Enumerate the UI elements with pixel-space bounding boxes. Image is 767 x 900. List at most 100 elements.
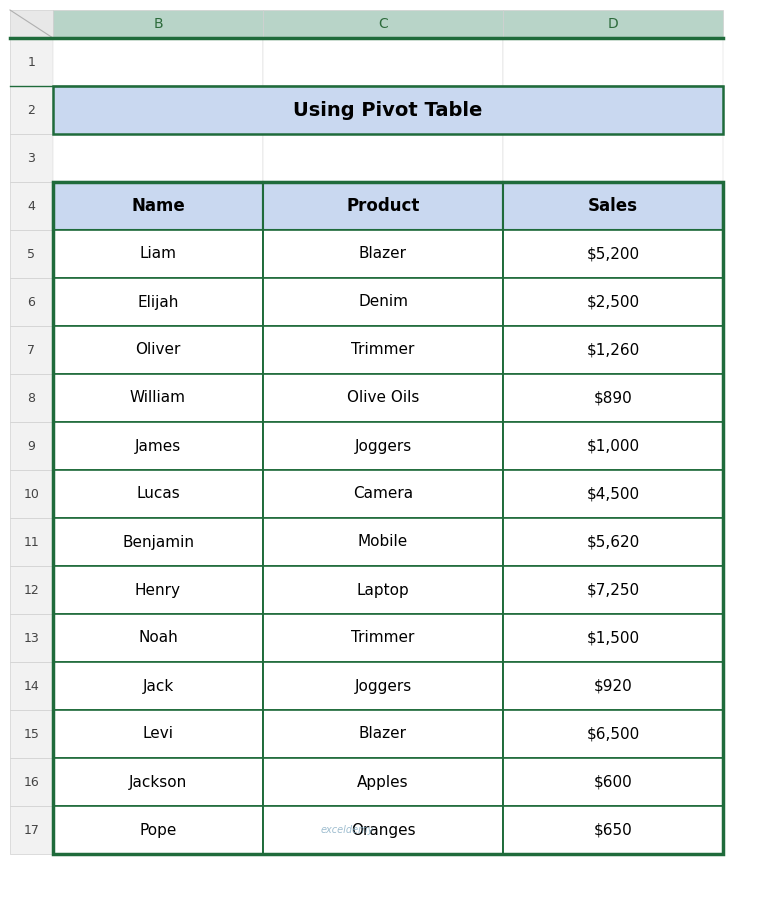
Bar — [263, 182, 503, 230]
Bar — [503, 230, 723, 278]
Bar — [503, 662, 723, 710]
Bar — [263, 374, 503, 422]
Text: 11: 11 — [24, 536, 39, 548]
Bar — [503, 230, 723, 278]
Text: 4: 4 — [28, 200, 35, 212]
Bar — [10, 278, 53, 326]
Text: Lucas: Lucas — [136, 487, 180, 501]
Bar — [53, 806, 263, 854]
Text: Oliver: Oliver — [135, 343, 181, 357]
Text: Jack: Jack — [143, 679, 173, 694]
Bar — [263, 134, 503, 182]
Bar — [503, 614, 723, 662]
Text: 10: 10 — [24, 488, 39, 500]
Bar — [53, 518, 263, 566]
Bar — [10, 134, 53, 182]
Text: Trimmer: Trimmer — [351, 631, 415, 645]
Bar — [53, 182, 723, 854]
Bar — [263, 614, 503, 662]
Text: Denim: Denim — [358, 294, 408, 310]
Bar — [503, 470, 723, 518]
Bar — [503, 374, 723, 422]
Bar — [263, 374, 503, 422]
Text: exceldemy: exceldemy — [321, 825, 374, 835]
Bar — [503, 806, 723, 854]
Text: Joggers: Joggers — [354, 438, 412, 454]
Bar — [53, 182, 263, 230]
Bar — [263, 566, 503, 614]
Bar — [10, 374, 53, 422]
Text: Sales: Sales — [588, 197, 638, 215]
Text: William: William — [130, 391, 186, 406]
Bar — [53, 758, 263, 806]
Bar — [503, 326, 723, 374]
Bar — [10, 86, 53, 134]
Bar — [503, 518, 723, 566]
Bar — [503, 566, 723, 614]
Bar — [53, 422, 263, 470]
Bar — [53, 230, 263, 278]
Text: James: James — [135, 438, 181, 454]
Text: $920: $920 — [594, 679, 632, 694]
Bar — [263, 470, 503, 518]
Bar — [53, 182, 263, 230]
Bar — [53, 86, 723, 134]
Bar — [53, 86, 263, 134]
Bar — [263, 566, 503, 614]
Bar — [263, 758, 503, 806]
Text: Mobile: Mobile — [358, 535, 408, 550]
Text: Liam: Liam — [140, 247, 176, 262]
Bar — [10, 230, 53, 278]
Bar — [263, 710, 503, 758]
Bar — [53, 278, 263, 326]
Bar — [10, 758, 53, 806]
Text: 8: 8 — [28, 392, 35, 404]
Bar — [53, 230, 263, 278]
Bar — [53, 614, 263, 662]
Text: Laptop: Laptop — [357, 582, 410, 598]
Bar — [503, 422, 723, 470]
Text: $600: $600 — [594, 775, 632, 789]
Bar — [503, 278, 723, 326]
Text: 5: 5 — [28, 248, 35, 260]
Bar — [53, 374, 263, 422]
Bar — [10, 182, 53, 230]
Text: $6,500: $6,500 — [587, 726, 640, 742]
Text: 14: 14 — [24, 680, 39, 692]
Text: Blazer: Blazer — [359, 726, 407, 742]
Bar — [53, 326, 263, 374]
Text: 1: 1 — [28, 56, 35, 68]
Bar — [53, 38, 263, 86]
Bar — [263, 806, 503, 854]
Bar — [53, 566, 263, 614]
Text: 16: 16 — [24, 776, 39, 788]
Bar — [263, 422, 503, 470]
Bar — [263, 182, 503, 230]
Bar — [53, 614, 263, 662]
Text: C: C — [378, 17, 388, 31]
Bar — [503, 470, 723, 518]
Bar — [53, 566, 263, 614]
Bar — [263, 10, 503, 38]
Text: Levi: Levi — [143, 726, 173, 742]
Text: Jackson: Jackson — [129, 775, 187, 789]
Bar — [53, 662, 263, 710]
Bar — [503, 566, 723, 614]
Text: $890: $890 — [594, 391, 632, 406]
Text: 2: 2 — [28, 104, 35, 116]
Text: $2,500: $2,500 — [587, 294, 640, 310]
Bar — [263, 470, 503, 518]
Bar — [503, 710, 723, 758]
Bar — [503, 86, 723, 134]
Text: $4,500: $4,500 — [587, 487, 640, 501]
Bar — [503, 710, 723, 758]
Bar — [503, 614, 723, 662]
Bar — [263, 422, 503, 470]
Text: $1,000: $1,000 — [587, 438, 640, 454]
Bar — [503, 38, 723, 86]
Text: Elijah: Elijah — [137, 294, 179, 310]
Bar — [10, 806, 53, 854]
Bar — [263, 326, 503, 374]
Bar — [503, 278, 723, 326]
Text: Oranges: Oranges — [351, 823, 415, 838]
